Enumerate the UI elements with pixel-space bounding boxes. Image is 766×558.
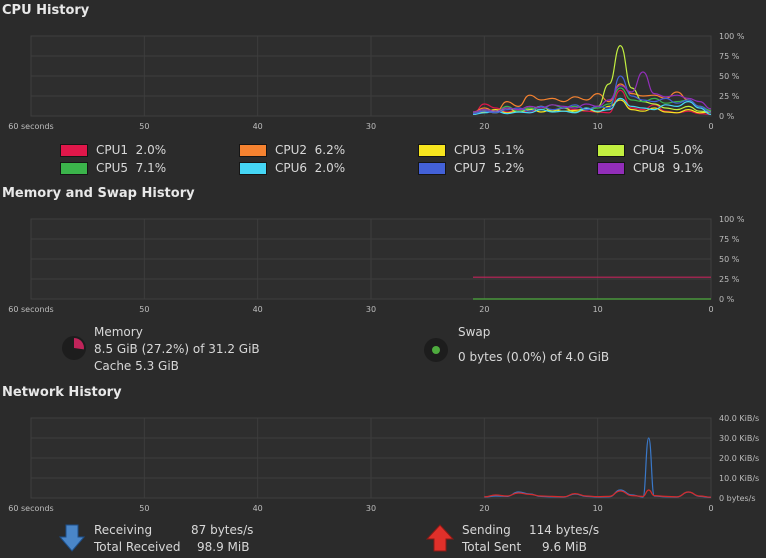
cpu-legend-label: CPU2 6.2% bbox=[275, 143, 346, 157]
cpu-legend-item-cpu1[interactable]: CPU1 2.0% bbox=[60, 142, 166, 158]
network-x-tick-label: 60 seconds bbox=[8, 504, 53, 513]
cpu-y-tick-label: 100 % bbox=[719, 32, 745, 41]
cpu-y-tick-label: 25 % bbox=[719, 92, 740, 101]
total-received-value: 98.9 MiB bbox=[197, 540, 250, 554]
cpu-x-tick-label: 60 seconds bbox=[8, 122, 53, 131]
sending-value: 114 bytes/s bbox=[529, 523, 600, 537]
memory-x-tick-label: 60 seconds bbox=[8, 305, 53, 314]
memory-x-tick-label: 20 bbox=[479, 305, 489, 314]
network-x-tick-label: 50 bbox=[139, 504, 149, 513]
memory-history-graph: 100 % 75 % 50 % 25 % 0 % 60 seconds 50 40 30 20 10… bbox=[8, 215, 745, 314]
sending-label: Sending bbox=[462, 523, 511, 537]
sending-arrow-icon bbox=[426, 524, 454, 552]
cpu-x-tick-label: 0 bbox=[708, 122, 713, 131]
color-swatch[interactable] bbox=[239, 161, 267, 175]
cpu-legend-label: CPU8 9.1% bbox=[633, 161, 704, 175]
memory-x-tick-label: 50 bbox=[139, 305, 149, 314]
memory-x-tick-label: 10 bbox=[593, 305, 603, 314]
memory-y-tick-label: 50 % bbox=[719, 255, 740, 264]
swap-label: Swap bbox=[458, 325, 491, 339]
network-x-tick-label: 30 bbox=[366, 504, 376, 513]
cpu-x-tick-label: 30 bbox=[366, 122, 376, 131]
color-swatch[interactable] bbox=[418, 161, 446, 175]
total-sent-label: Total Sent bbox=[462, 540, 522, 554]
receiving-arrow-icon bbox=[59, 524, 85, 552]
cpu-y-tick-label: 75 % bbox=[719, 52, 740, 61]
memory-label: Memory bbox=[94, 325, 143, 339]
cpu-series-cpu3 bbox=[472, 99, 712, 115]
cpu-x-tick-label: 50 bbox=[139, 122, 149, 131]
memory-x-tick-label: 0 bbox=[708, 305, 713, 314]
network-history-graph: 40.0 KiB/s 30.0 KiB/s 20.0 KiB/s 10.0 KiB/s… bbox=[8, 414, 759, 513]
network-y-tick-label: 20.0 KiB/s bbox=[719, 454, 759, 463]
cpu-legend-label: CPU6 2.0% bbox=[275, 161, 346, 175]
network-x-tick-label: 20 bbox=[479, 504, 489, 513]
network-y-tick-label: 40.0 KiB/s bbox=[719, 414, 759, 423]
memory-x-tick-label: 30 bbox=[366, 305, 376, 314]
network-history-title: Network History bbox=[2, 385, 122, 400]
cpu-legend-item-cpu2[interactable]: CPU2 6.2% bbox=[239, 142, 345, 158]
cpu-series-cpu8 bbox=[472, 71, 712, 113]
color-swatch[interactable] bbox=[239, 143, 267, 157]
cpu-legend-label: CPU3 5.1% bbox=[454, 143, 525, 157]
total-sent-value: 9.6 MiB bbox=[542, 540, 587, 554]
memory-y-tick-label: 75 % bbox=[719, 235, 740, 244]
cpu-history-title: CPU History bbox=[2, 3, 90, 18]
color-swatch[interactable] bbox=[597, 161, 625, 175]
receiving-value: 87 bytes/s bbox=[191, 523, 254, 537]
memory-y-tick-label: 100 % bbox=[719, 215, 745, 224]
cpu-legend-item-cpu6[interactable]: CPU6 2.0% bbox=[239, 160, 345, 176]
memory-history-title: Memory and Swap History bbox=[2, 186, 195, 201]
memory-pie-slice bbox=[74, 338, 84, 350]
color-swatch[interactable] bbox=[60, 161, 88, 175]
memory-y-tick-label: 25 % bbox=[719, 275, 740, 284]
memory-x-tick-label: 40 bbox=[253, 305, 263, 314]
network-x-tick-label: 10 bbox=[593, 504, 603, 513]
color-swatch[interactable] bbox=[418, 143, 446, 157]
cpu-y-tick-label: 0 % bbox=[719, 112, 735, 121]
cpu-x-tick-label: 10 bbox=[593, 122, 603, 131]
cpu-x-tick-label: 40 bbox=[253, 122, 263, 131]
cpu-legend-label: CPU4 5.0% bbox=[633, 143, 704, 157]
network-y-tick-label: 10.0 KiB/s bbox=[719, 474, 759, 483]
cpu-legend-item-cpu3[interactable]: CPU3 5.1% bbox=[418, 142, 524, 158]
memory-info: Memory 8.5 GiB (27.2%) of 31.2 GiB Cache… bbox=[94, 324, 260, 375]
swap-pie-icon bbox=[424, 338, 448, 362]
network-y-tick-label: 30.0 KiB/s bbox=[719, 434, 759, 443]
memory-y-tick-label: 0 % bbox=[719, 295, 735, 304]
cpu-legend-item-cpu4[interactable]: CPU4 5.0% bbox=[597, 142, 703, 158]
swap-info: Swap 0 bytes (0.0%) of 4.0 GiB bbox=[458, 324, 609, 366]
receiving-label: Receiving bbox=[94, 523, 153, 537]
memory-cache: Cache 5.3 GiB bbox=[94, 359, 179, 373]
cpu-legend-label: CPU1 2.0% bbox=[96, 143, 167, 157]
cpu-series-cpu6 bbox=[472, 97, 712, 115]
swap-usage: 0 bytes (0.0%) of 4.0 GiB bbox=[458, 350, 610, 364]
network-x-tick-label: 0 bbox=[708, 504, 713, 513]
total-received-label: Total Received bbox=[94, 540, 181, 554]
cpu-legend-item-cpu8[interactable]: CPU8 9.1% bbox=[597, 160, 703, 176]
cpu-legend-item-cpu7[interactable]: CPU7 5.2% bbox=[418, 160, 524, 176]
color-swatch[interactable] bbox=[60, 143, 88, 157]
network-x-tick-label: 40 bbox=[253, 504, 263, 513]
network-series-sending bbox=[484, 489, 712, 498]
memory-usage: 8.5 GiB (27.2%) of 31.2 GiB bbox=[94, 342, 260, 356]
cpu-series-cpu2 bbox=[472, 83, 712, 113]
network-y-tick-label: 0 bytes/s bbox=[719, 494, 756, 503]
cpu-x-tick-label: 20 bbox=[479, 122, 489, 131]
cpu-y-tick-label: 50 % bbox=[719, 72, 740, 81]
cpu-legend-label: CPU7 5.2% bbox=[454, 161, 525, 175]
color-swatch[interactable] bbox=[597, 143, 625, 157]
cpu-legend-item-cpu5[interactable]: CPU5 7.1% bbox=[60, 160, 166, 176]
memory-pie-icon bbox=[62, 336, 86, 360]
cpu-legend-label: CPU5 7.1% bbox=[96, 161, 167, 175]
cpu-history-graph: 100 % 75 % 50 % 25 % 0 % 60 seconds 50 40 30 20 10… bbox=[8, 32, 745, 131]
